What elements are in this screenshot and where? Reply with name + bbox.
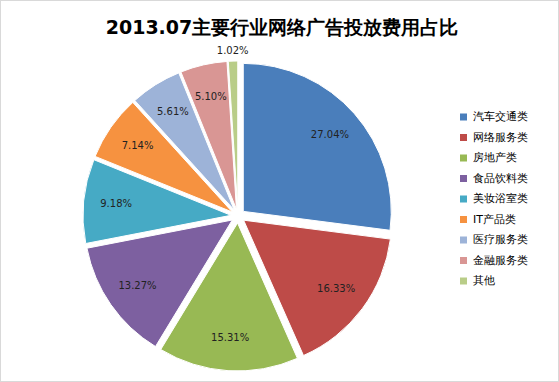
legend-label: 食品饮料类 [473,172,528,185]
data-label: 16.33% [317,283,355,294]
data-label: 1.02% [217,45,249,56]
legend-swatch [460,196,467,203]
chart: 2013.07主要行业网络广告投放费用占比 27.04% 16.33% 15.31% 1… [0,0,559,382]
legend: 汽车交通类网络服务类房地产类食品饮料类美妆浴室类 IT产品类医疗服务类金融服务类其… [460,110,528,287]
legend-swatch [460,278,467,285]
legend-label: 美妆浴室类 [473,192,528,205]
pie-slice [243,63,391,230]
data-label: 15.31% [211,332,249,343]
legend-label: 房地产类 [473,151,517,164]
background [1,1,559,382]
legend-label: IT产品类 [473,213,516,226]
legend-label: 网络服务类 [473,131,528,144]
data-label: 7.14% [122,140,154,151]
data-labels: 27.04% 16.33% 15.31% 13.27% 9.18% 7.14% 5.61% 5… [100,45,355,343]
legend-swatch [460,175,467,182]
legend-swatch [460,155,467,162]
pie-slice [228,61,237,209]
legend-label: 其他 [473,274,495,287]
legend-swatch [460,237,467,244]
legend-label: 医疗服务类 [473,233,528,246]
data-label: 5.61% [157,106,189,117]
data-label: 27.04% [311,129,349,140]
data-label: 5.10% [195,91,227,102]
data-label: 9.18% [100,198,132,209]
legend-swatch [460,216,467,223]
title: 2013.07主要行业网络广告投放费用占比 [106,16,459,38]
pie-slice [181,61,237,209]
legend-swatch [460,134,467,141]
legend-swatch [460,257,467,264]
legend-swatch [460,114,467,121]
data-label: 13.27% [118,280,156,291]
legend-label: 金融服务类 [473,254,528,267]
legend-label: 汽车交通类 [473,110,528,123]
pie [83,61,391,371]
